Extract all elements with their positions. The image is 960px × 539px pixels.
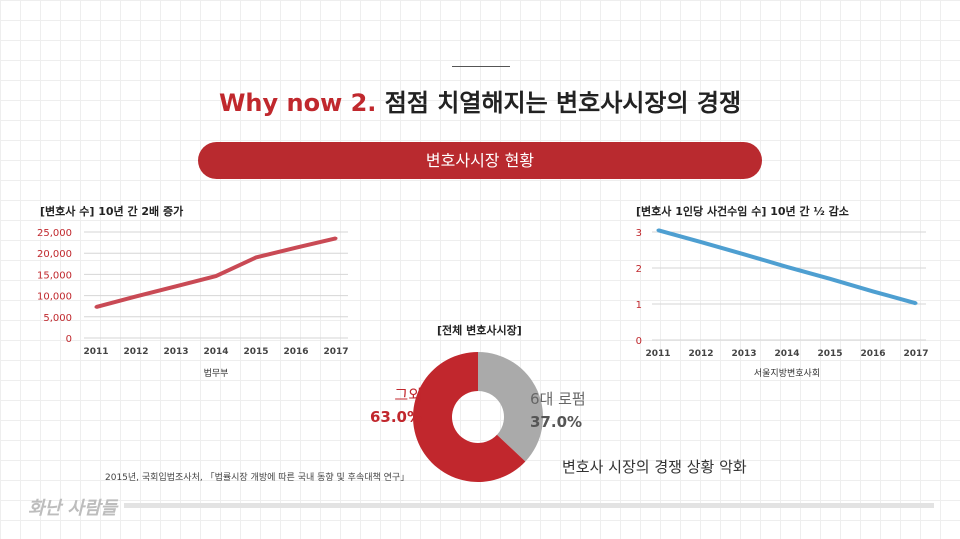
right-chart-x-tick-label: 2017 <box>903 349 928 359</box>
left-chart-x-tick-label: 2017 <box>323 347 348 357</box>
right-chart-x-tick-label: 2013 <box>731 349 756 359</box>
right-chart-x-tick-label: 2012 <box>688 349 713 359</box>
left-chart-x-tick-label: 2016 <box>283 347 308 357</box>
right-chart-data-point <box>656 228 660 232</box>
right-chart-data-point <box>699 240 703 244</box>
left-chart-x-tick-label: 2012 <box>123 347 148 357</box>
right-chart-data-point <box>785 265 789 269</box>
left-chart-data-point <box>94 305 98 309</box>
left-chart-y-tick-label: 15,000 <box>37 270 72 281</box>
left-chart-x-tick-label: 2013 <box>163 347 188 357</box>
left-chart-data-point <box>134 294 138 298</box>
title-main: 점점 치열해지는 변호사시장의 경쟁 <box>384 89 742 117</box>
left-chart-x-axis-label: 법무부 <box>204 368 229 379</box>
pie-value-top-law-firms: 37.0% <box>530 413 582 431</box>
right-chart-x-tick-label: 2015 <box>817 349 842 359</box>
left-chart-y-tick-label: 25,000 <box>37 228 72 239</box>
source-note: 2015년, 국회입법조사처, 「법률시장 개방에 따른 국내 동향 및 후속대… <box>105 473 410 483</box>
brand-logo: 화난 사람들 <box>28 498 118 519</box>
pie-label-top-law-firms: 6대 로펌 <box>530 390 586 408</box>
left-chart-x-tick-label: 2014 <box>203 347 228 357</box>
left-chart-x-tick-label: 2015 <box>243 347 268 357</box>
top-rule <box>452 66 510 67</box>
right-chart-data-point <box>828 277 832 281</box>
right-chart-y-tick-label: 1 <box>636 300 642 311</box>
left-chart-y-tick-label: 20,000 <box>37 249 72 260</box>
right-chart-data-point <box>914 301 918 305</box>
pie-chart-title: [전체 변호사시장] <box>437 324 522 337</box>
conclusion-text: 변호사 시장의 경쟁 상황 악화 <box>562 458 747 476</box>
lawyer-count-chart: 0 5,000 10,000 15,000 20,000 25,000 2011 2012 20… <box>37 228 349 379</box>
right-chart-y-tick-label: 2 <box>636 264 642 275</box>
left-chart-data-point <box>214 274 218 278</box>
pie-label-others: 그외 <box>394 386 422 404</box>
right-chart-data-point <box>871 289 875 293</box>
left-chart-y-tick-label: 10,000 <box>37 292 72 303</box>
left-chart-data-point <box>334 236 338 240</box>
right-chart-x-axis-label: 서울지방변호사회 <box>754 368 820 379</box>
page-title: Why now 2. 점점 치열해지는 변호사시장의 경쟁 <box>0 83 960 118</box>
left-chart-y-tick-label: 0 <box>66 334 72 345</box>
pie-value-others: 63.0% <box>370 408 422 426</box>
pie-slice-others <box>413 352 526 482</box>
cases-per-lawyer-chart: 0 1 2 3 2011 2012 2013 2014 2015 2016 2017 서울지방변호사회 <box>636 228 929 379</box>
left-chart-x-tick-label: 2011 <box>83 347 108 357</box>
market-share-donut: 6대 로펌 37.0% 그외 63.0% <box>370 352 586 482</box>
left-chart-data-point <box>294 246 298 250</box>
pie-slice-top-law-firms <box>478 352 543 462</box>
right-chart-data-point <box>742 252 746 256</box>
right-chart-title: [변호사 1인당 사건수임 수] 10년 간 ½ 감소 <box>636 205 849 218</box>
left-chart-data-point <box>174 284 178 288</box>
left-chart-title: [변호사 수] 10년 간 2배 증가 <box>40 205 184 218</box>
bottom-bar <box>124 503 934 508</box>
title-accent: Why now 2. <box>218 89 377 117</box>
left-chart-y-tick-label: 5,000 <box>43 313 72 324</box>
left-chart-data-point <box>254 255 258 259</box>
right-chart-y-tick-label: 3 <box>636 228 642 239</box>
left-chart-series-line <box>95 236 337 309</box>
right-chart-x-tick-label: 2014 <box>774 349 799 359</box>
section-banner: 변호사시장 현황 <box>198 142 762 179</box>
right-chart-y-tick-label: 0 <box>636 336 642 347</box>
right-chart-x-tick-label: 2016 <box>860 349 885 359</box>
right-chart-x-tick-label: 2011 <box>645 349 670 359</box>
